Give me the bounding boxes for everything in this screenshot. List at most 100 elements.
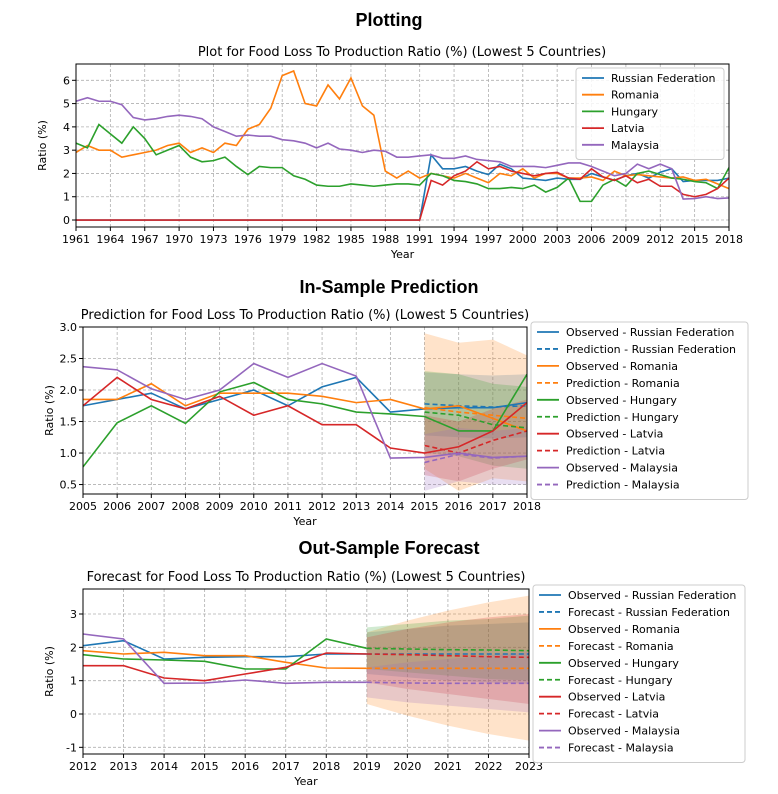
x-tick-label: 1997 bbox=[474, 233, 502, 246]
x-tick-label: 2011 bbox=[274, 500, 302, 513]
plot-area bbox=[76, 69, 729, 221]
x-tick-label: 2015 bbox=[681, 233, 709, 246]
y-tick-label: 1.5 bbox=[60, 416, 78, 429]
x-tick-label: 2013 bbox=[110, 760, 138, 773]
confidence-band-forecast-hungary bbox=[366, 615, 529, 681]
x-tick-label: 1991 bbox=[406, 233, 434, 246]
confidence-band-prediction-latvia bbox=[424, 399, 527, 482]
legend-label-malaysia: Malaysia bbox=[611, 139, 659, 152]
series-line-observed-latvia bbox=[83, 376, 527, 454]
legend-label-observed-malaysia: Observed - Malaysia bbox=[568, 725, 680, 738]
series-line-forecast-hungary bbox=[366, 647, 529, 652]
series-line-prediction-romania bbox=[424, 406, 527, 420]
legend-label-observed-romania: Observed - Romania bbox=[566, 360, 678, 373]
legend-label-observed-hungary: Observed - Hungary bbox=[566, 394, 677, 407]
series-line-latvia bbox=[76, 160, 729, 221]
x-tick-label: 2023 bbox=[515, 760, 543, 773]
x-tick-label: 2019 bbox=[353, 760, 381, 773]
x-tick-label: 1967 bbox=[131, 233, 159, 246]
chart-title: Forecast for Food Loss To Production Rat… bbox=[87, 570, 526, 585]
y-tick-label: 1.0 bbox=[60, 447, 78, 460]
x-tick-label: 2005 bbox=[69, 500, 97, 513]
legend-label-observed-latvia: Observed - Latvia bbox=[568, 691, 665, 704]
x-tick-label: 2006 bbox=[103, 500, 131, 513]
in-sample-prediction-chart: Prediction for Food Loss To Production R… bbox=[43, 308, 749, 528]
x-tick-label: 2022 bbox=[474, 760, 502, 773]
y-tick-label: 1 bbox=[70, 675, 77, 688]
legend-label-forecast-latvia: Forecast - Latvia bbox=[568, 708, 659, 721]
x-tick-label: 1970 bbox=[165, 233, 193, 246]
legend-label-prediction-russian-federation: Prediction - Russian Federation bbox=[566, 343, 736, 356]
y-tick-label: 2.5 bbox=[60, 353, 78, 366]
y-tick-label: 2.0 bbox=[60, 384, 78, 397]
x-tick-label: 2008 bbox=[171, 500, 199, 513]
legend-label-prediction-romania: Prediction - Romania bbox=[566, 377, 680, 390]
y-tick-label: 2 bbox=[63, 167, 70, 180]
y-tick-label: 3 bbox=[63, 144, 70, 157]
legend-label-forecast-malaysia: Forecast - Malaysia bbox=[568, 742, 674, 755]
x-tick-label: 2015 bbox=[411, 500, 439, 513]
x-tick-label: 2016 bbox=[445, 500, 473, 513]
y-tick-label: 3.0 bbox=[60, 321, 78, 334]
out-sample-forecast-chart: Forecast for Food Loss To Production Rat… bbox=[43, 570, 746, 788]
x-tick-label: 2014 bbox=[376, 500, 404, 513]
series-line-romania bbox=[76, 69, 729, 190]
series-line-russian-federation bbox=[76, 152, 729, 221]
x-axis-label: Year bbox=[390, 248, 415, 261]
x-tick-label: 1988 bbox=[371, 233, 399, 246]
series-line-observed-latvia bbox=[83, 652, 367, 682]
y-axis-label: Ratio (%) bbox=[36, 120, 49, 171]
x-tick-label: 2017 bbox=[272, 760, 300, 773]
legend-label-forecast-hungary: Forecast - Hungary bbox=[568, 674, 673, 687]
plot-frame bbox=[82, 588, 530, 755]
series-line-hungary bbox=[76, 123, 729, 203]
x-tick-label: 2018 bbox=[715, 233, 743, 246]
plot-frame bbox=[82, 326, 528, 495]
series-line-observed-hungary bbox=[83, 373, 527, 468]
legend-box bbox=[530, 321, 749, 500]
series-line-observed-hungary bbox=[83, 638, 367, 670]
y-tick-label: 0.5 bbox=[60, 479, 78, 492]
section-title-out-sample: Out-Sample Forecast bbox=[298, 538, 480, 558]
legend-label-observed-hungary: Observed - Hungary bbox=[568, 657, 679, 670]
series-line-observed-russian-federation bbox=[83, 639, 367, 660]
x-tick-label: 2015 bbox=[191, 760, 219, 773]
x-tick-label: 2016 bbox=[231, 760, 259, 773]
legend-label-forecast-romania: Forecast - Romania bbox=[568, 640, 674, 653]
x-tick-label: 1979 bbox=[268, 233, 296, 246]
plot-area bbox=[83, 333, 527, 491]
x-tick-label: 2006 bbox=[578, 233, 606, 246]
series-line-malaysia bbox=[76, 96, 729, 200]
legend-label-prediction-latvia: Prediction - Latvia bbox=[566, 445, 665, 458]
x-tick-label: 2012 bbox=[308, 500, 336, 513]
x-tick-label: 2007 bbox=[137, 500, 165, 513]
x-tick-label: 2020 bbox=[393, 760, 421, 773]
x-tick-label: 2014 bbox=[150, 760, 178, 773]
section-title-plotting: Plotting bbox=[355, 10, 423, 30]
x-tick-label: 2009 bbox=[612, 233, 640, 246]
x-tick-label: 2012 bbox=[69, 760, 97, 773]
plot-frame bbox=[75, 63, 730, 228]
y-axis-label: Ratio (%) bbox=[43, 385, 56, 436]
x-tick-label: 2009 bbox=[206, 500, 234, 513]
chart-title: Plot for Food Loss To Production Ratio (… bbox=[198, 45, 606, 60]
x-tick-label: 1994 bbox=[440, 233, 468, 246]
legend-box bbox=[532, 584, 746, 763]
series-line-observed-malaysia bbox=[83, 633, 367, 685]
series-line-observed-romania bbox=[83, 649, 367, 670]
x-tick-label: 1976 bbox=[234, 233, 262, 246]
legend-label-prediction-malaysia: Prediction - Malaysia bbox=[566, 479, 680, 492]
legend-box bbox=[575, 67, 725, 160]
x-tick-label: 1985 bbox=[337, 233, 365, 246]
series-line-observed-romania bbox=[83, 382, 527, 432]
x-tick-label: 2018 bbox=[513, 500, 541, 513]
plot-area bbox=[83, 595, 529, 741]
historical-plot-chart: Plot for Food Loss To Production Ratio (… bbox=[36, 45, 743, 261]
x-tick-label: 2021 bbox=[434, 760, 462, 773]
legend-label-latvia: Latvia bbox=[611, 122, 645, 135]
legend-label-prediction-hungary: Prediction - Hungary bbox=[566, 411, 679, 424]
series-line-prediction-hungary bbox=[424, 411, 527, 429]
y-axis-label: Ratio (%) bbox=[43, 646, 56, 697]
series-line-forecast-latvia bbox=[366, 653, 529, 659]
y-tick-label: 0 bbox=[63, 214, 70, 227]
